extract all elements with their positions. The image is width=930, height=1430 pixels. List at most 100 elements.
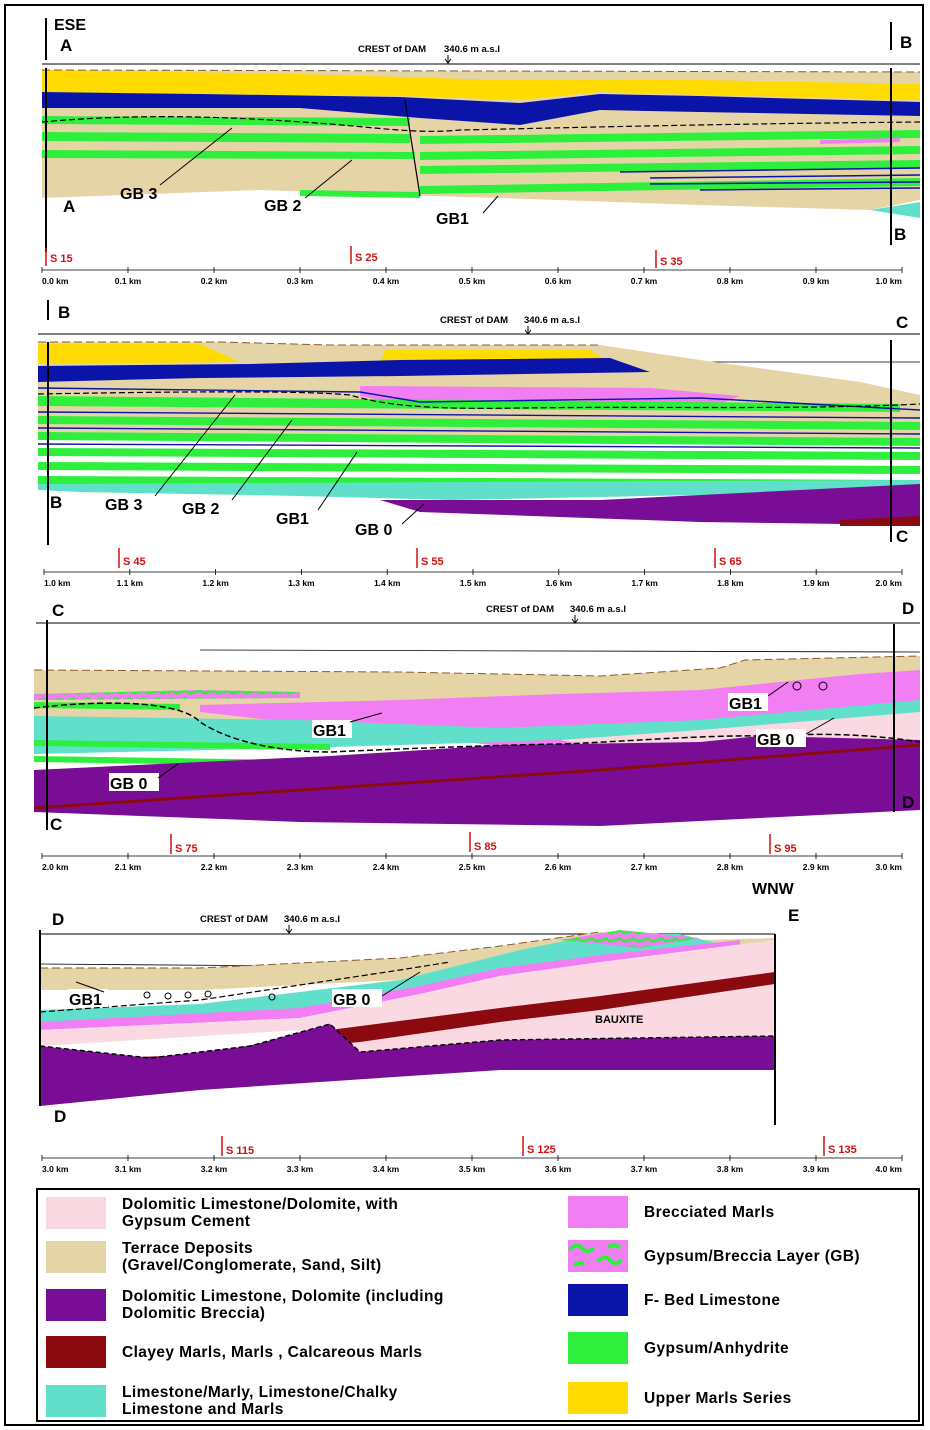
figure-frame xyxy=(4,4,924,1426)
upper-marls-2 xyxy=(38,344,240,364)
crest-value-3: 340.6 m a.s.l xyxy=(570,604,626,615)
axis-tick-label: 0.5 km xyxy=(459,276,486,286)
stations-row-3: S 75 S 85 S 95 xyxy=(170,832,797,855)
fault-line xyxy=(404,99,421,197)
section-label-c2-top: C xyxy=(52,601,64,620)
axis-tick-label: 1.3 km xyxy=(288,578,315,588)
axis-tick-label: 2.6 km xyxy=(545,862,572,872)
axis-tick-label: 1.0 km xyxy=(44,578,71,588)
axis-tick-label: 1.5 km xyxy=(460,578,487,588)
f-bed-limestone xyxy=(42,92,920,125)
axis-tick-label: 1.4 km xyxy=(374,578,401,588)
axis-tick-label: 3.0 km xyxy=(42,1164,69,1174)
gb3-label: GB 3 xyxy=(120,186,157,203)
f-bed-limestone-2 xyxy=(38,358,650,382)
legend-item-f-bed: F- Bed Limestone xyxy=(568,1284,780,1316)
panel-c-d: C D CREST of DAM 340.6 m a.s.l C D GB1 xyxy=(33,599,921,898)
direction-wnw: WNW xyxy=(752,881,795,898)
gb2-label: GB 2 xyxy=(264,198,301,215)
cross-section-diagram: ESE A B CREST of DAM 340.6 m a.s.l xyxy=(33,17,921,1174)
legend-item-brecciated-marls: Brecciated Marls xyxy=(568,1196,774,1228)
limestone-marly-3 xyxy=(34,700,920,754)
axis-tick-label: 3.5 km xyxy=(459,1164,486,1174)
section-label-b-bottom: B xyxy=(894,225,906,244)
section-label-b2-bottom: B xyxy=(50,493,62,512)
legend-swatch xyxy=(46,1289,106,1321)
legend-item-clayey-marls: Clayey Marls, Marls , Calcareous Marls xyxy=(46,1336,422,1368)
cavity-circles-4 xyxy=(143,990,276,1001)
legend-item-limestone-marly: Limestone/Marly, Limestone/Chalky Limest… xyxy=(46,1384,398,1418)
legend: Dolomitic Limestone/Dolomite, with Gypsu… xyxy=(36,1188,920,1422)
axis-tick-label: 3.4 km xyxy=(373,1164,400,1174)
axis-tick-label: 0.4 km xyxy=(373,276,400,286)
gb0-label-3b: GB 0 xyxy=(757,732,794,749)
crest-label-4: CREST of DAM xyxy=(200,914,268,925)
legend-swatch xyxy=(46,1385,106,1417)
axis-tick-label: 0.1 km xyxy=(115,276,142,286)
limestone-marly-2 xyxy=(38,480,920,500)
station-s15: S 15 xyxy=(50,253,73,265)
distance-axis-4: 3.0 km 3.1 km 3.2 km 3.3 km 3.4 km 3.5 km 3.6 … xyxy=(41,1155,902,1174)
gb0-label-4: GB 0 xyxy=(333,992,370,1009)
legend-item-terrace: Terrace Deposits (Gravel/Conglomerate, S… xyxy=(46,1240,382,1274)
limestone-marly-4 xyxy=(40,934,720,1026)
legend-label: Limestone/Marly, Limestone/Chalky Limest… xyxy=(122,1384,398,1418)
axis-tick-label: 1.8 km xyxy=(717,578,744,588)
axis-tick-label: 1.7 km xyxy=(631,578,658,588)
clayey-marls-2 xyxy=(840,516,920,526)
legend-label: Clayey Marls, Marls , Calcareous Marls xyxy=(122,1343,423,1361)
crest-value-4: 340.6 m a.s.l xyxy=(284,914,340,925)
gb1-label: GB1 xyxy=(436,211,469,228)
gb1-label-3a: GB1 xyxy=(313,723,346,740)
section-label-a-bottom: A xyxy=(63,197,75,216)
section-label-e-top: E xyxy=(788,906,799,925)
gb3-contact-2 xyxy=(37,391,921,409)
section-label-c-bottom: C xyxy=(896,527,908,546)
legend-swatch xyxy=(568,1382,628,1414)
axis-tick-label: 3.8 km xyxy=(717,1164,744,1174)
upper-marls xyxy=(42,70,920,100)
gypsum-breccia-3 xyxy=(34,690,300,700)
axis-tick-label: 2.0 km xyxy=(876,578,903,588)
axis-tick-label: 1.2 km xyxy=(202,578,229,588)
axis-tick-label: 0.0 km xyxy=(42,276,69,286)
crest-label: CREST of DAM xyxy=(358,44,426,55)
axis-tick-label: 3.3 km xyxy=(287,1164,314,1174)
stations-row-2: S 45 S 55 S 65 xyxy=(118,548,742,568)
gypsum-anhydrite-bands xyxy=(42,116,920,198)
gb1-label-4: GB1 xyxy=(69,992,102,1009)
station-s25: S 25 xyxy=(355,252,378,264)
legend-item-dolomitic-breccia: Dolomitic Limestone, Dolomite (including… xyxy=(46,1288,444,1322)
legend-label: Gypsum/Anhydrite xyxy=(644,1339,790,1357)
gb-dashed-contact-4 xyxy=(39,961,451,1013)
axis-tick-label: 1.1 km xyxy=(117,578,144,588)
brecciated-marls-4 xyxy=(40,940,740,1030)
axis-tick-label: 3.6 km xyxy=(545,1164,572,1174)
section-label-c2-bottom: C xyxy=(50,815,62,834)
crest-arrow xyxy=(444,55,452,64)
legend-label: Terrace Deposits (Gravel/Conglomerate, S… xyxy=(122,1240,382,1274)
section-label-d2-top: D xyxy=(52,910,64,929)
dolomitic-gypsum-4 xyxy=(40,940,775,1052)
brecciated-marls-lens xyxy=(820,138,900,144)
legend-item-upper-marls: Upper Marls Series xyxy=(568,1382,792,1414)
crest-label-2: CREST of DAM xyxy=(440,315,508,326)
legend-label: Upper Marls Series xyxy=(644,1389,792,1407)
axis-tick-label: 0.7 km xyxy=(631,276,658,286)
legend-swatch xyxy=(46,1197,106,1229)
station-s125: S 125 xyxy=(527,1144,556,1156)
axis-tick-label: 2.2 km xyxy=(201,862,228,872)
axis-tick-label: 0.8 km xyxy=(717,276,744,286)
gb1-label-2: GB1 xyxy=(276,511,309,528)
axis-tick-label: 2.0 km xyxy=(42,862,69,872)
legend-item-dolomitic-gypsum: Dolomitic Limestone/Dolomite, with Gypsu… xyxy=(46,1196,398,1230)
legend-item-gypsum-anhydrite: Gypsum/Anhydrite xyxy=(568,1332,789,1364)
stations-row-1: S 15 S 25 S 35 xyxy=(45,246,683,268)
bauxite-label: BAUXITE xyxy=(595,1014,643,1026)
axis-tick-label: 1.6 km xyxy=(546,578,573,588)
legend-swatch xyxy=(568,1332,628,1364)
legend-label: Brecciated Marls xyxy=(644,1203,775,1221)
stations-row-4: S 115 S 125 S 135 xyxy=(221,1136,857,1157)
legend-swatch xyxy=(568,1284,628,1316)
section-label-b-top: B xyxy=(900,33,912,52)
